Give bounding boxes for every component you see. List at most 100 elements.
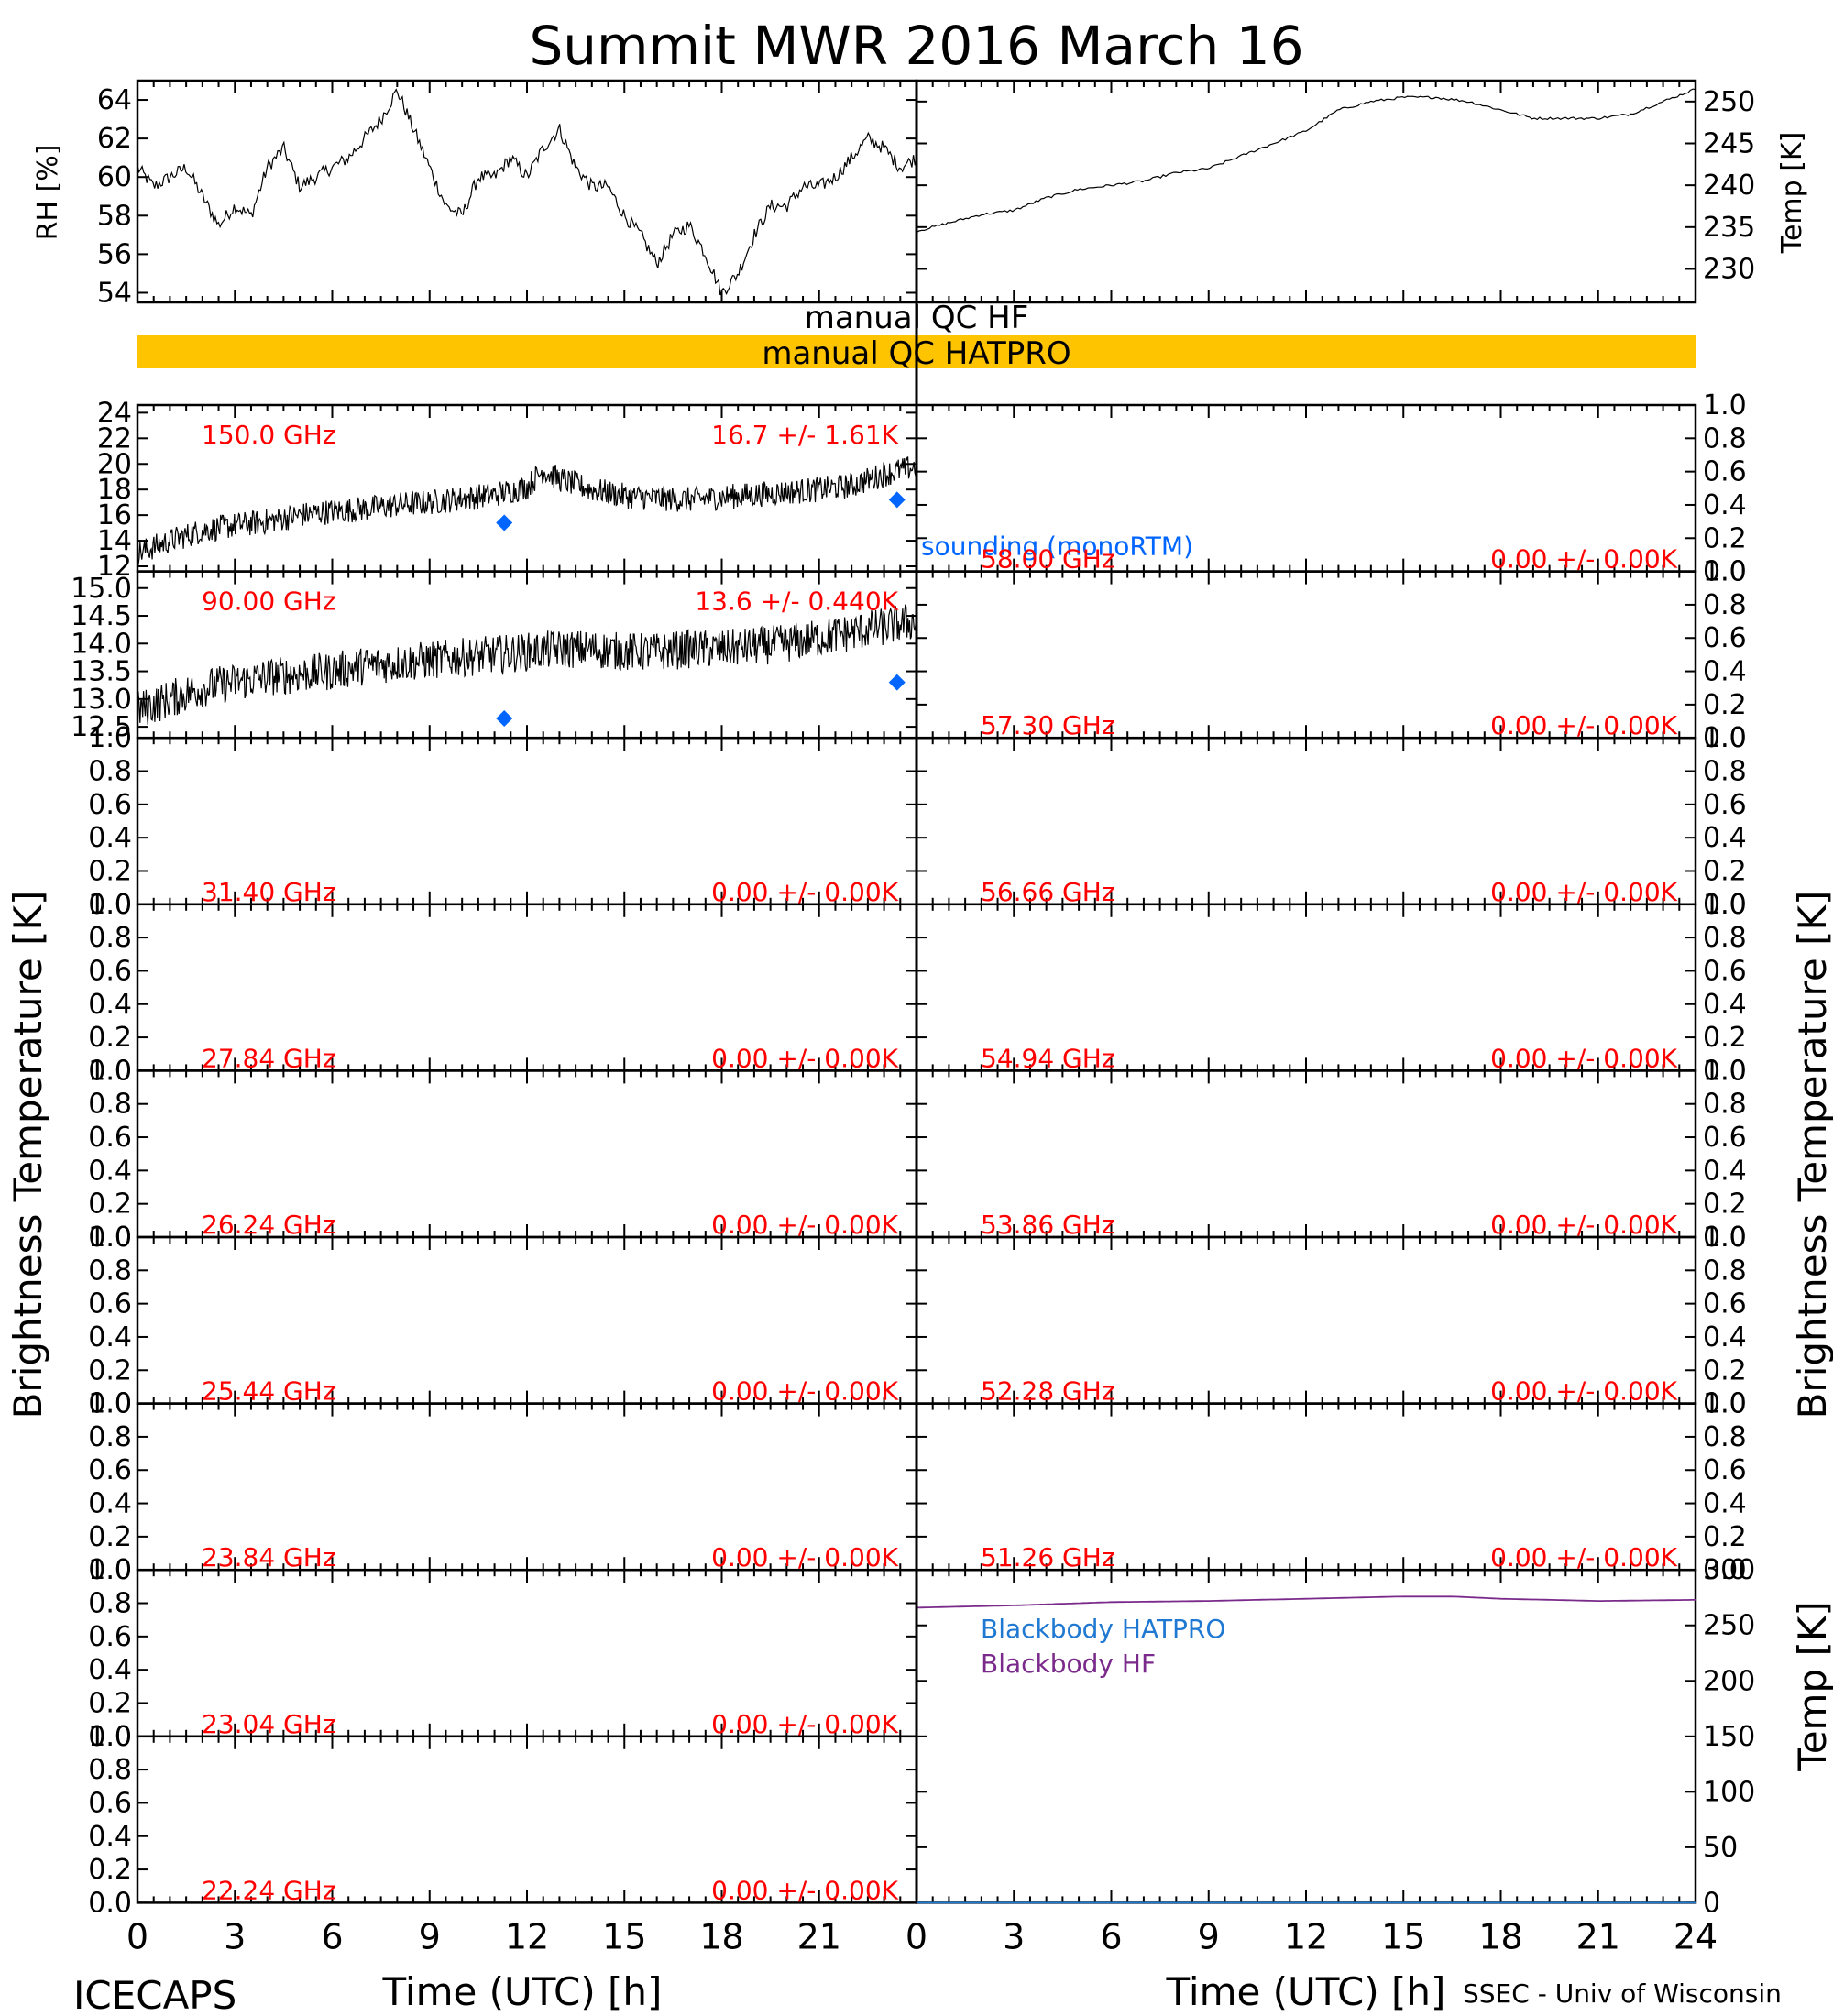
left-panel-6-y-tick-label: 1.0 bbox=[88, 1388, 132, 1420]
x-tick-label-right: 3 bbox=[1003, 1916, 1025, 1956]
x-tick-label-left: 12 bbox=[505, 1916, 549, 1956]
bb-panel-y-tick-label: 50 bbox=[1703, 1832, 1738, 1864]
bb-hatpro-label: Blackbody HATPRO bbox=[981, 1614, 1225, 1644]
right-panel-0-y-tick-label: 0.0 bbox=[1703, 556, 1747, 588]
left-panel-6-y-tick-label: 0.8 bbox=[88, 1421, 132, 1453]
left-panel-2-y-tick-label: 0.2 bbox=[88, 855, 132, 887]
right-panel-3-y-tick-label: 0.0 bbox=[1703, 1055, 1747, 1087]
left-panel-2-y-tick-label: 0.4 bbox=[88, 822, 132, 854]
right-panel-5-y-tick-label: 0.4 bbox=[1703, 1321, 1747, 1353]
rh-panel-y-tick-label: 60 bbox=[97, 161, 132, 193]
right-panel-6-y-tick-label: 0.6 bbox=[1703, 1454, 1747, 1486]
bb-panel-y-tick-label: 100 bbox=[1703, 1776, 1755, 1808]
left-panel-0-y-tick-label: 18 bbox=[97, 474, 132, 506]
bb-hf-series bbox=[916, 1595, 1696, 1609]
right-panel-0-y-tick-label: 0.6 bbox=[1703, 456, 1747, 488]
blackbody-panel: 0 50 100 150 200 250 300 Blackbody HATPRO Blackb… bbox=[915, 1554, 1833, 1919]
left-panel-2-y-tick-label: 0.6 bbox=[88, 789, 132, 821]
left-panel-6-freq-label: 23.84 GHz bbox=[202, 1542, 336, 1572]
x-tick-label-right: 6 bbox=[1100, 1916, 1122, 1956]
left-panel-1-y-tick-label: 15.0 bbox=[71, 573, 132, 605]
left-panel-3-y-tick-label: 0.4 bbox=[88, 989, 132, 1021]
temp-panel-y-tick-label: 235 bbox=[1703, 212, 1755, 244]
left-panel-4-y-tick-label: 0.0 bbox=[88, 1222, 132, 1254]
left-panel-7-freq-label: 23.04 GHz bbox=[202, 1709, 336, 1739]
x-tick-label-right: 0 bbox=[906, 1916, 927, 1956]
right-panel-5-y-tick-label: 0.6 bbox=[1703, 1288, 1747, 1320]
left-panel-7-y-tick-label: 0.2 bbox=[88, 1687, 132, 1719]
left-panel-2-y-tick-label: 0.0 bbox=[88, 889, 132, 921]
left-panel-7-stat-label: 0.00 +/- 0.00K bbox=[711, 1709, 898, 1739]
left-panel-5-y-tick-label: 1.0 bbox=[88, 1222, 132, 1254]
left-panel-4-y-tick-label: 1.0 bbox=[88, 1055, 132, 1087]
right-panel-4-y-tick-label: 0.2 bbox=[1703, 1189, 1747, 1221]
left-panel-4-y-tick-label: 0.8 bbox=[88, 1089, 132, 1121]
right-panel-5-y-tick-label: 0.0 bbox=[1703, 1388, 1747, 1420]
right-panel-2-stat-label: 0.00 +/- 0.00K bbox=[1490, 877, 1677, 907]
right-panel-3-y-tick-label: 0.8 bbox=[1703, 922, 1747, 954]
x-tick-label-left: 0 bbox=[126, 1916, 148, 1956]
right-panel-3-y-tick-label: 1.0 bbox=[1703, 889, 1747, 921]
right-panel-1-y-tick-label: 0.2 bbox=[1703, 689, 1747, 721]
x-axes: 0 3 6 9 12 15 18 21 0 3 6 9 12 15 18 21 24 bbox=[126, 1916, 1718, 1956]
left-panel-1-freq-label: 90.00 GHz bbox=[202, 586, 336, 617]
rh-panel-y-tick-label: 54 bbox=[97, 277, 132, 309]
left-panel-6-y-tick-label: 0.2 bbox=[88, 1521, 132, 1553]
rh-panel-y-tick-label: 62 bbox=[97, 123, 132, 155]
right-panel-3-y-tick-label: 0.2 bbox=[1703, 1022, 1747, 1054]
right-panel-5-y-tick-label: 0.2 bbox=[1703, 1354, 1747, 1386]
right-panel-1-stat-label: 0.00 +/- 0.00K bbox=[1490, 710, 1677, 740]
rh-series bbox=[137, 88, 917, 296]
xlabel-right: Time (UTC) [h] bbox=[1166, 1969, 1446, 2014]
left-ylabel: Brightness Temperature [K] bbox=[5, 891, 50, 1419]
left-panel-1-y-tick-label: 12.5 bbox=[71, 711, 132, 743]
x-tick-label-right: 21 bbox=[1576, 1916, 1620, 1956]
right-panel-0-y-tick-label: 0.8 bbox=[1703, 422, 1747, 455]
left-panel-0-y-tick-label: 14 bbox=[97, 525, 132, 557]
right-panel-2-freq-label: 56.66 GHz bbox=[981, 877, 1115, 907]
left-panel-8-y-tick-label: 0.8 bbox=[88, 1754, 132, 1786]
right-panel-3-freq-label: 54.94 GHz bbox=[981, 1043, 1115, 1073]
bb-panel-y-tick-label: 200 bbox=[1703, 1665, 1755, 1697]
temp-panel-y-tick-label: 250 bbox=[1703, 86, 1755, 118]
left-panel-1-y-tick-label: 14.5 bbox=[71, 600, 132, 632]
right-panel-4-y-tick-label: 0.4 bbox=[1703, 1155, 1747, 1187]
right-panel-2-y-tick-label: 0.4 bbox=[1703, 822, 1747, 854]
right-panel-1-freq-label: 57.30 GHz bbox=[981, 710, 1115, 740]
left-panel-8-y-tick-label: 0.6 bbox=[88, 1787, 132, 1819]
temp-panel-y-tick-label: 230 bbox=[1703, 253, 1755, 285]
right-panel-4-y-tick-label: 0.6 bbox=[1703, 1122, 1747, 1154]
left-panel-0-stat-label: 16.7 +/- 1.61K bbox=[711, 420, 898, 450]
temp-ylabel: Temp [K] bbox=[1776, 132, 1808, 255]
temp-panel-frame bbox=[915, 79, 1697, 304]
xlabel-left: Time (UTC) [h] bbox=[382, 1969, 663, 2014]
right-panel-0-stat-label: 0.00 +/- 0.00K bbox=[1490, 544, 1677, 575]
right-panel-2-y-tick-label: 1.0 bbox=[1703, 722, 1747, 754]
right-panel-6-freq-label: 51.26 GHz bbox=[981, 1542, 1115, 1572]
left-panel-6-y-tick-label: 0.6 bbox=[88, 1454, 132, 1486]
bb-hf-label: Blackbody HF bbox=[981, 1649, 1156, 1679]
right-panel-4-y-tick-label: 0.0 bbox=[1703, 1222, 1747, 1254]
left-panel-4-y-tick-label: 0.4 bbox=[88, 1155, 132, 1187]
footer-right: SSEC - Univ of Wisconsin bbox=[1463, 1978, 1782, 2009]
left-panel-4-y-tick-label: 0.2 bbox=[88, 1189, 132, 1221]
left-panel-7-y-tick-label: 1.0 bbox=[88, 1554, 132, 1586]
left-panel-8-y-tick-label: 0.4 bbox=[88, 1821, 132, 1853]
rh-panel-y-tick-label: 58 bbox=[97, 200, 132, 232]
x-tick-label-right: 12 bbox=[1284, 1916, 1328, 1956]
right-panel-5-y-tick-label: 1.0 bbox=[1703, 1222, 1747, 1254]
bb-panel-y-tick-label: 250 bbox=[1703, 1610, 1755, 1642]
left-panel-7-y-tick-label: 0.4 bbox=[88, 1654, 132, 1686]
rh-panel-y-tick-label: 64 bbox=[97, 84, 132, 116]
left-panel-3-stat-label: 0.00 +/- 0.00K bbox=[711, 1043, 898, 1073]
left-panel-6-y-tick-label: 0.0 bbox=[88, 1554, 132, 1586]
right-panel-1-y-tick-label: 0.6 bbox=[1703, 622, 1747, 654]
right-panel-4-stat-label: 0.00 +/- 0.00K bbox=[1490, 1210, 1677, 1240]
x-tick-label-left: 15 bbox=[602, 1916, 646, 1956]
left-panel-0-sounding-point bbox=[888, 491, 906, 509]
temp-series bbox=[916, 88, 1696, 234]
left-panel-4-stat-label: 0.00 +/- 0.00K bbox=[711, 1210, 898, 1240]
chart-title: Summit MWR 2016 March 16 bbox=[529, 15, 1303, 77]
footer-left: ICECAPS bbox=[73, 1973, 236, 2016]
right-panel-5-stat-label: 0.00 +/- 0.00K bbox=[1490, 1376, 1677, 1407]
